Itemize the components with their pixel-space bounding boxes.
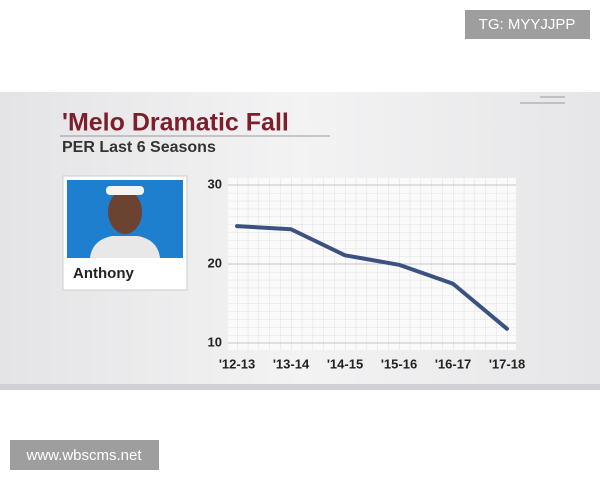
chart-title: 'Melo Dramatic Fall — [62, 109, 289, 137]
y-tick-label: 30 — [208, 176, 222, 191]
headband — [106, 186, 144, 195]
plot: 10 20 30 '12-13 '13-14 '14-15 '15-16 '16-17 '17-… — [208, 176, 526, 371]
y-tick-label: 20 — [208, 255, 222, 270]
line-series — [235, 224, 509, 331]
x-tick-label: '15-16 — [381, 356, 417, 371]
ticker-strip — [0, 384, 600, 390]
watermark: www.wbscms.net — [25, 447, 142, 464]
x-tick-label: '16-17 — [435, 356, 471, 371]
head — [108, 190, 142, 234]
player-card: Anthony — [62, 175, 188, 291]
player-label: Anthony — [73, 265, 134, 282]
watermark: TG: MYYJJPP — [479, 16, 576, 33]
x-tick-label: '13-14 — [273, 356, 310, 371]
x-tick-label: '14-15 — [327, 356, 363, 371]
x-tick-label: '12-13 — [219, 356, 255, 371]
chart-subtitle: PER Last 6 Seasons — [62, 139, 216, 156]
y-tick-label: 10 — [208, 334, 222, 349]
x-tick-label: '17-18 — [489, 356, 525, 371]
jersey — [90, 236, 160, 258]
watermark-box — [10, 440, 159, 470]
watermark-box — [465, 10, 590, 39]
